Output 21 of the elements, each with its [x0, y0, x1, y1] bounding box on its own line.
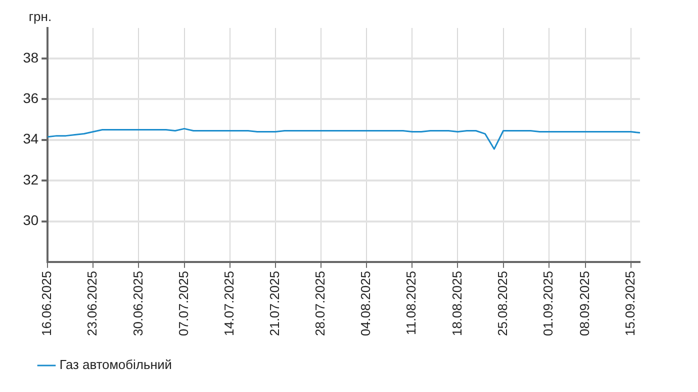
y-tick-label: 34: [22, 130, 39, 147]
x-tick-label: 18.08.2025: [449, 270, 464, 336]
x-tick-label: 08.09.2025: [576, 270, 592, 336]
legend-label: Газ автомобільний: [60, 357, 172, 372]
x-tick-label: 23.06.2025: [84, 270, 100, 336]
x-tick-label: 28.07.2025: [312, 270, 328, 336]
x-tick-label: 04.08.2025: [358, 270, 374, 336]
y-tick-label: 36: [22, 90, 39, 106]
x-tick-label: 14.07.2025: [221, 270, 236, 336]
x-tick-label: 16.06.2025: [39, 270, 54, 336]
x-tick-label: 11.08.2025: [404, 270, 419, 336]
y-tick-label: 38: [22, 49, 39, 66]
x-tick-label: 01.09.2025: [540, 270, 556, 336]
y-axis-title: грн.: [28, 9, 52, 24]
y-tick-label: 30: [22, 212, 39, 228]
y-tick-label: 32: [22, 171, 39, 188]
x-tick-label: 07.07.2025: [176, 270, 191, 336]
x-tick-label: 30.06.2025: [130, 270, 146, 336]
x-tick-label: 21.07.2025: [267, 270, 282, 336]
x-tick-label: 15.09.2025: [622, 270, 638, 336]
x-tick-label: 25.08.2025: [494, 270, 510, 336]
